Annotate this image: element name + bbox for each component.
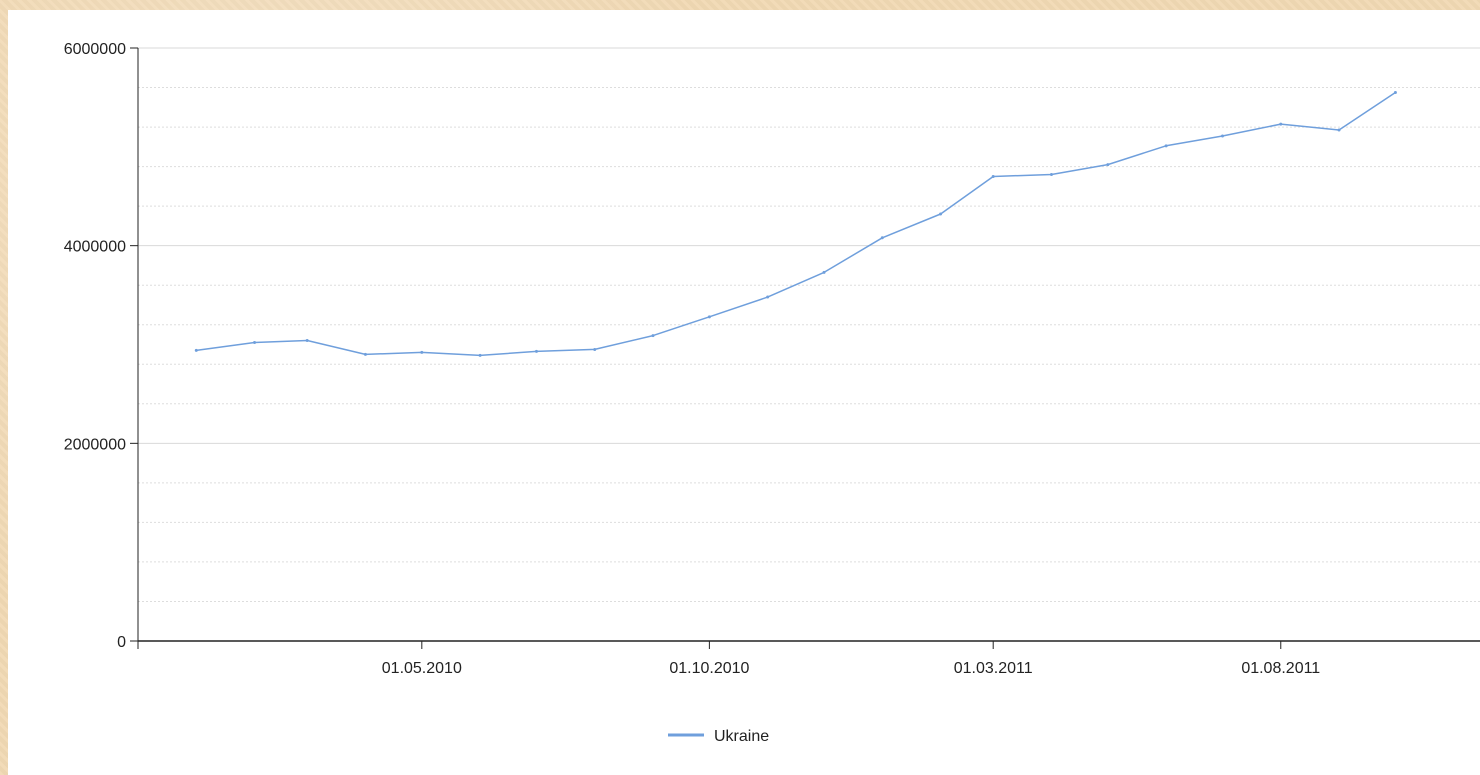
data-point	[420, 350, 424, 354]
data-point	[822, 270, 826, 274]
data-point	[305, 339, 309, 343]
x-tick-label: 01.10.2010	[669, 660, 749, 677]
data-point	[1393, 90, 1397, 94]
data-point	[1337, 128, 1341, 132]
data-point	[651, 334, 655, 338]
line-chart: 0 2000000 4000000 6000000 01.05.2010 01.10.20…	[64, 41, 1480, 745]
data-point	[880, 236, 884, 240]
data-point	[593, 347, 597, 351]
y-tick-label: 2000000	[64, 436, 126, 453]
data-point	[1221, 134, 1225, 138]
x-tick-label: 01.08.2011	[1241, 660, 1320, 677]
data-point	[194, 348, 198, 352]
data-point	[1164, 144, 1168, 148]
x-tick-label: 01.03.2011	[954, 660, 1033, 677]
data-point	[939, 212, 943, 216]
y-tick-label: 6000000	[64, 41, 126, 58]
data-point	[363, 352, 367, 356]
chart-panel: 0 2000000 4000000 6000000 01.05.2010 01.10.20…	[8, 10, 1480, 775]
y-tick-label: 4000000	[64, 239, 126, 256]
y-tick-label: 0	[117, 634, 126, 651]
data-point	[1049, 173, 1053, 177]
legend-label: Ukraine	[714, 728, 769, 745]
data-point	[478, 353, 482, 357]
data-point	[253, 341, 257, 345]
data-point	[766, 295, 770, 299]
data-point	[1279, 122, 1283, 126]
data-point	[534, 349, 538, 353]
series-line-ukraine	[196, 91, 1396, 357]
data-point	[991, 174, 995, 178]
x-tick-label: 01.05.2010	[382, 660, 462, 677]
data-point	[707, 315, 711, 319]
data-point	[1106, 163, 1110, 167]
